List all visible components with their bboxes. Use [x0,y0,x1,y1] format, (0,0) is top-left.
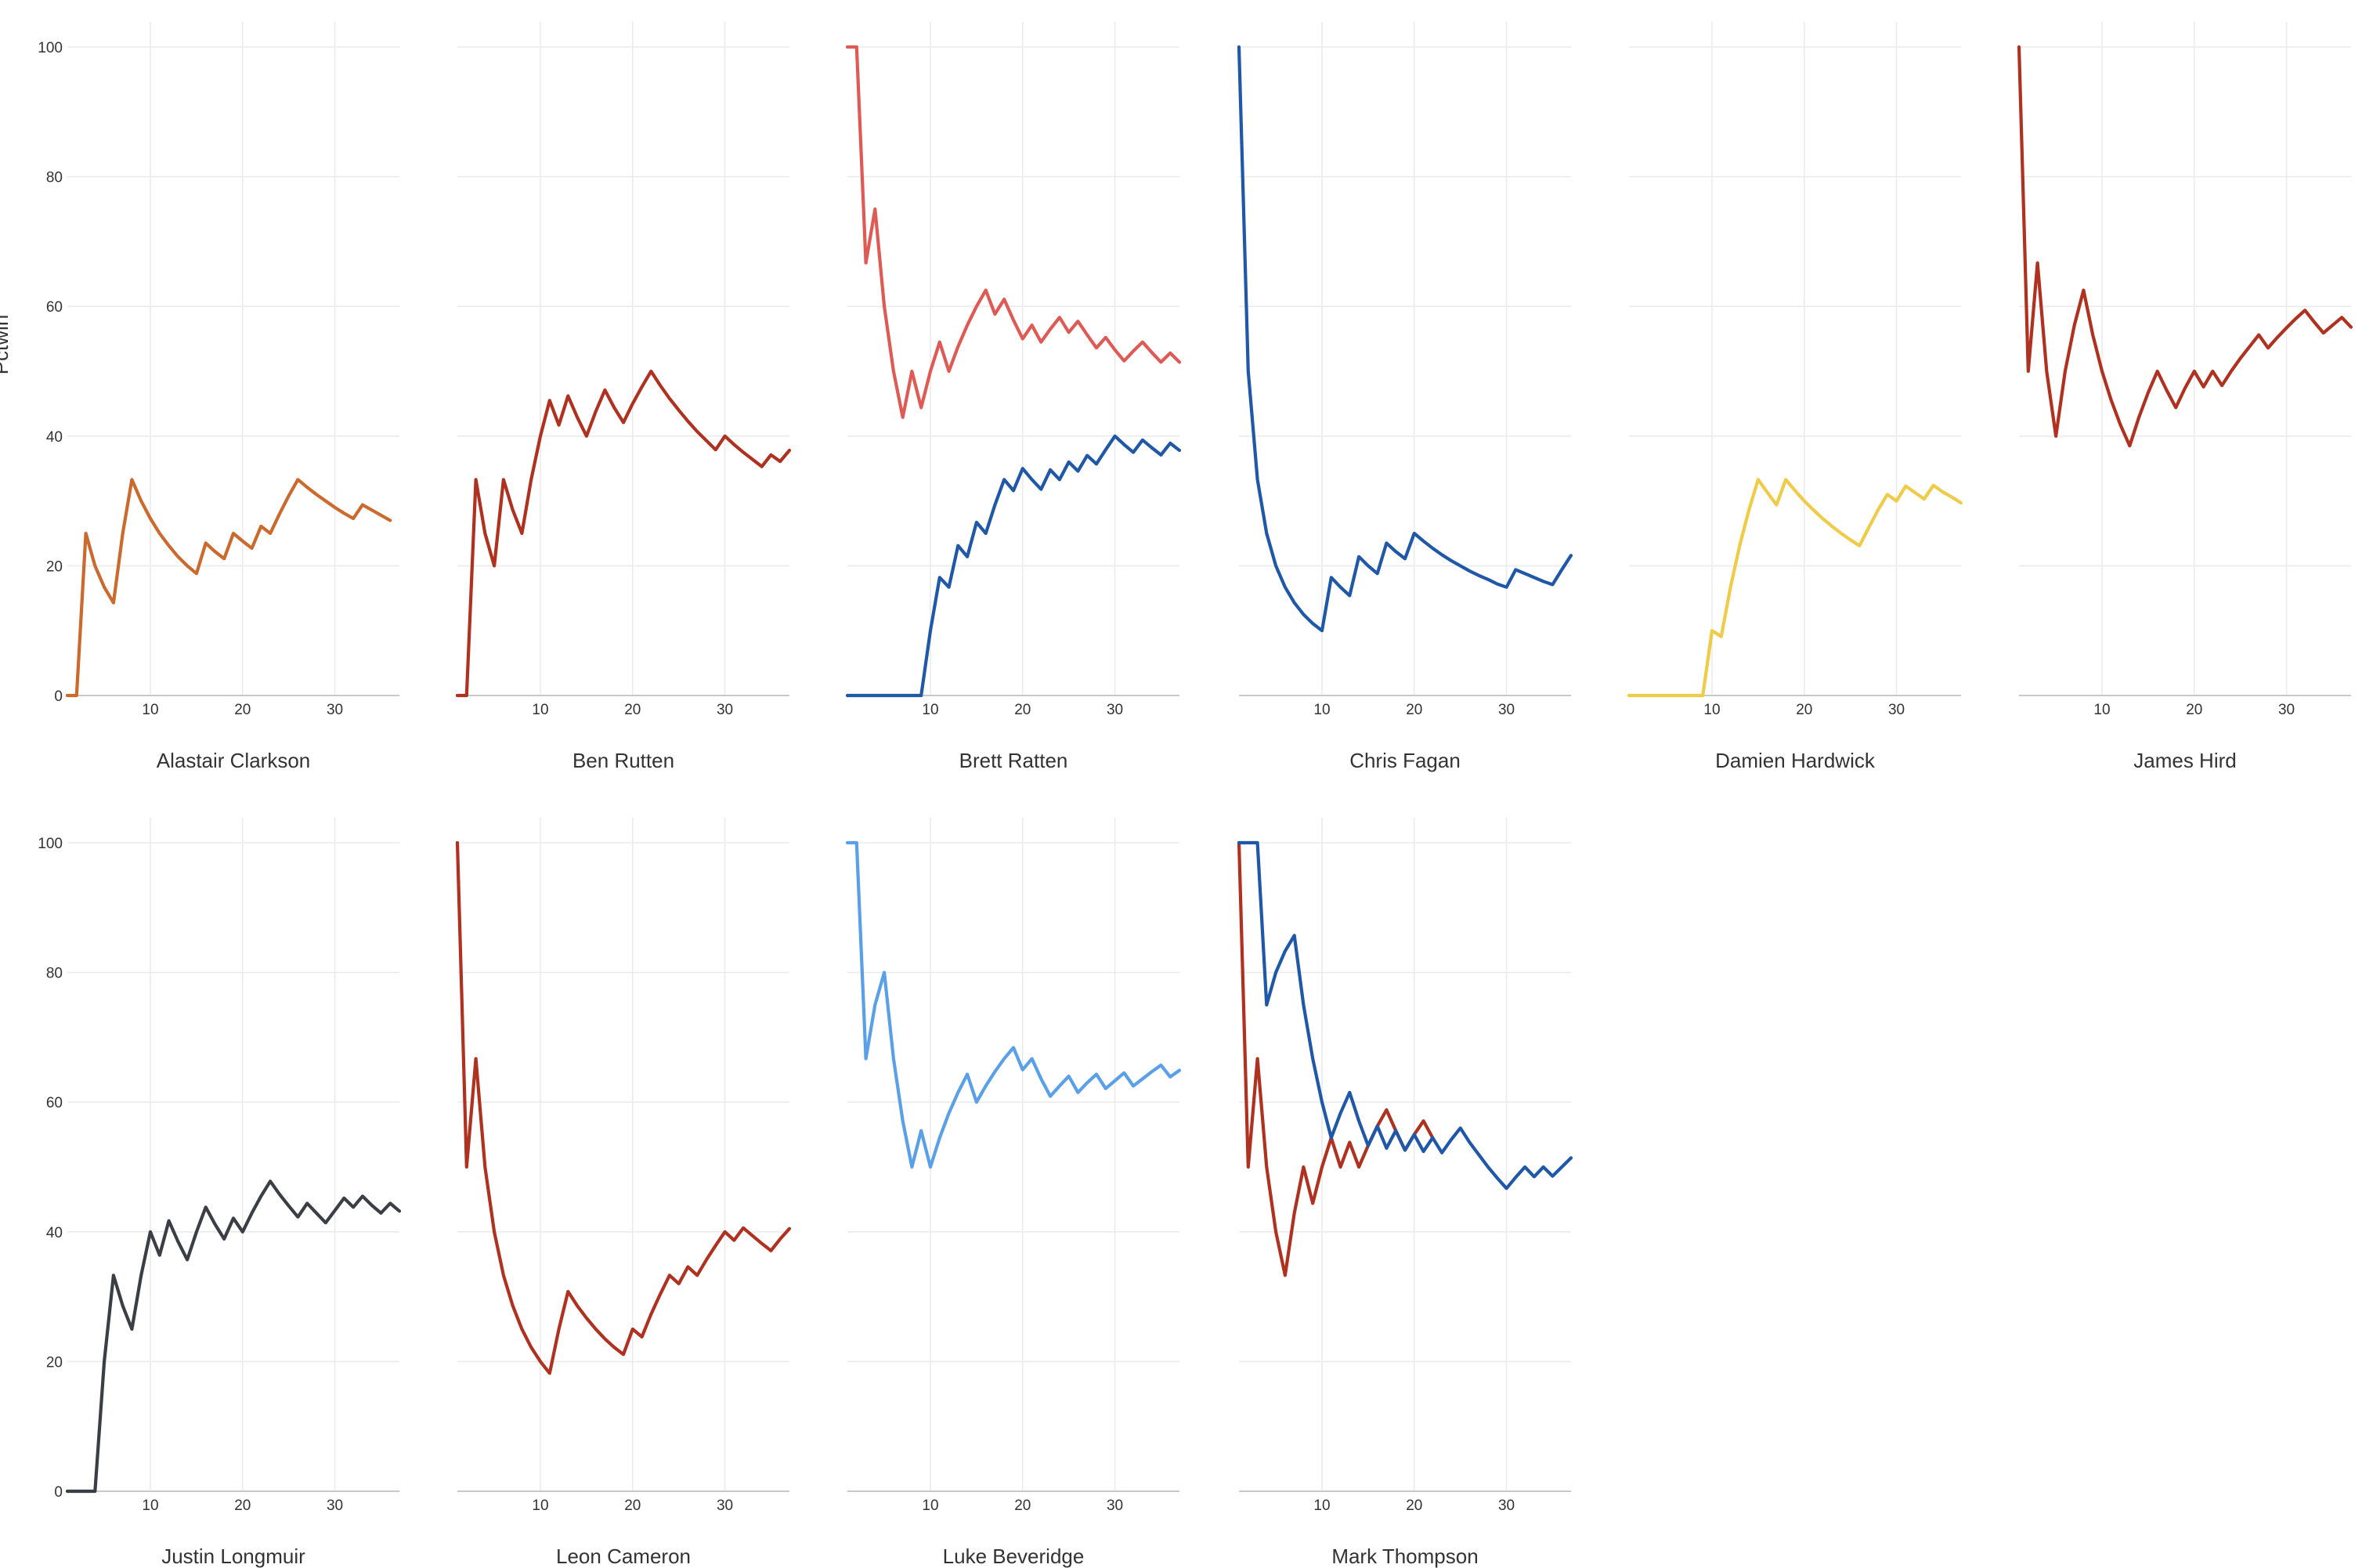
facet-panel: 10 20 30 Ben Rutten [455,22,792,772]
facet-panel: 10 20 30 Leon Cameron [455,818,792,1568]
series-line [845,434,1182,698]
y-tick-label: 20 [46,1354,63,1371]
y-tick-label: 20 [46,558,63,575]
series-line [65,478,392,698]
y-tick-label: 0 [54,1484,63,1501]
facet-title: James Hird [2133,749,2236,772]
facet-title: Alastair Clarkson [157,749,311,772]
series-line [1627,478,1963,698]
y-tick-label: 100 [38,40,63,56]
x-tick-label: 20 [234,702,251,718]
x-tick-label: 10 [922,1498,938,1514]
x-tick-label: 20 [1406,1498,1422,1514]
x-tick-label: 30 [717,1498,733,1514]
y-tick-label: 40 [46,429,63,446]
x-tick-label: 30 [1107,702,1123,718]
series-line [1237,45,1573,633]
y-axis-title: Pctwin [0,315,13,375]
y-tick-label: 80 [46,170,63,186]
facet-title: Justin Longmuir [161,1545,305,1568]
series-line [455,840,792,1375]
x-tick-label: 30 [1107,1498,1123,1514]
x-tick-label: 30 [2278,702,2295,718]
facet-panel: 0 20 40 60 80 100 10 20 30 Justin Longmuir [38,818,402,1568]
facet-title: Leon Cameron [556,1545,691,1568]
x-tick-label: 20 [1796,702,1812,718]
facet-title: Damien Hardwick [1715,749,1876,772]
facet-title: Chris Fagan [1349,749,1461,772]
x-tick-label: 30 [327,702,343,718]
series-line [845,45,1182,419]
y-tick-label: 100 [38,836,63,852]
x-tick-label: 10 [532,1498,548,1514]
facet-panel: 10 20 30 Damien Hardwick [1627,22,1963,772]
facet-panel: 10 20 30 Luke Beveridge [845,818,1182,1568]
y-tick-label: 60 [46,299,63,316]
facet-title: Brett Ratten [959,749,1068,772]
facet-panel: 10 20 30 Chris Fagan [1237,22,1573,772]
series-line [2017,45,2353,448]
x-tick-label: 10 [532,702,548,718]
y-tick-label: 40 [46,1225,63,1241]
x-tick-label: 20 [1014,1498,1031,1514]
facet-title: Ben Rutten [572,749,674,772]
x-tick-label: 20 [1406,702,1422,718]
x-tick-label: 10 [922,702,938,718]
x-tick-label: 20 [624,702,641,718]
x-tick-label: 30 [1888,702,1905,718]
x-tick-label: 10 [1313,1498,1330,1514]
facet-panel: 10 20 30 Mark Thompson [1237,818,1573,1568]
y-tick-label: 80 [46,966,63,982]
x-tick-label: 10 [142,702,158,718]
x-tick-label: 30 [717,702,733,718]
x-tick-label: 30 [1498,1498,1515,1514]
x-tick-label: 10 [142,1498,158,1514]
facet-panel: 0 20 40 60 80 100 10 20 30 Alastair Clarkson [38,22,399,772]
series-line [1237,840,1573,1190]
x-tick-label: 30 [1498,702,1515,718]
x-tick-label: 30 [327,1498,343,1514]
x-tick-label: 20 [2186,702,2202,718]
facet-panel: 10 20 30 Brett Ratten [845,22,1182,772]
x-tick-label: 10 [2093,702,2110,718]
facet-panel: 10 20 30 James Hird [2017,22,2353,772]
series-line [845,840,1182,1169]
series-line [455,369,792,698]
x-tick-label: 10 [1703,702,1720,718]
series-line [1237,840,1435,1277]
series-line [65,1180,402,1494]
y-tick-label: 0 [54,688,63,705]
x-tick-label: 20 [1014,702,1031,718]
x-tick-label: 20 [234,1498,251,1514]
x-tick-label: 20 [624,1498,641,1514]
x-tick-label: 10 [1313,702,1330,718]
facet-title: Luke Beveridge [943,1545,1085,1568]
facet-title: Mark Thompson [1331,1545,1478,1568]
y-tick-label: 60 [46,1095,63,1111]
